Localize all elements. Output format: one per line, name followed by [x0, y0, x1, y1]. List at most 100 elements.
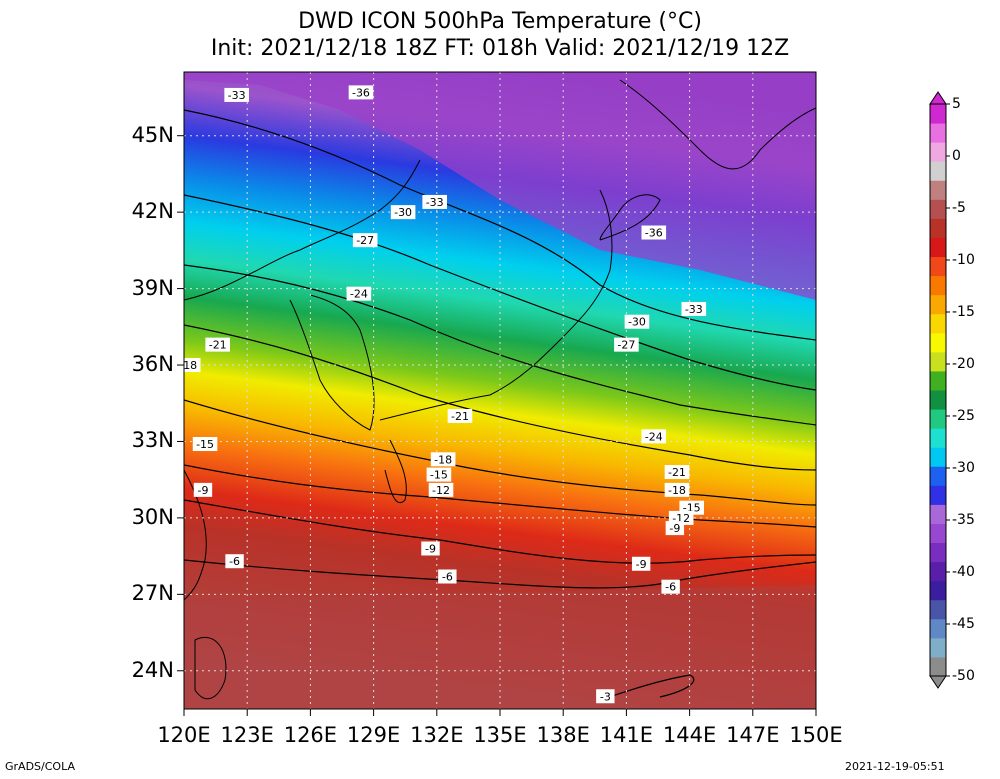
contour-label: -15: [196, 438, 214, 451]
contour-label-box: [661, 579, 680, 594]
contour-label-box: [631, 556, 651, 571]
lon-label: 129E: [346, 723, 401, 747]
colorbar-label: -10: [952, 252, 975, 268]
contour-label-box: [390, 205, 416, 220]
contour-label-box: [681, 301, 707, 316]
colorbar-label: -50: [952, 668, 975, 684]
lon-label: 138E: [536, 723, 590, 747]
contour-label: -18: [668, 484, 686, 497]
warm-pool-shading: [184, 585, 816, 709]
contour-label: -9: [197, 484, 208, 497]
colorbar-segment: [930, 142, 946, 162]
colorbar-label: -20: [952, 356, 975, 372]
lon-label: 132E: [410, 723, 464, 747]
map-plot-area: -33 -36-30-33-27-36-24-33-30-21 -27-18-21-…: [179, 72, 816, 709]
contour-label-box: [426, 467, 452, 482]
lon-label: 126E: [283, 723, 338, 747]
colorbar-segment: [930, 218, 946, 238]
colorbar-segment: [930, 199, 946, 219]
contour-label-box: [193, 482, 213, 497]
contour-label-box: [641, 225, 667, 240]
contour-label-box: [447, 408, 473, 423]
contour-label-box: [664, 482, 690, 497]
lon-label: 135E: [473, 723, 527, 747]
contour-label: -18: [179, 359, 197, 372]
contour-label-box: [225, 554, 244, 569]
lon-label: 141E: [599, 723, 654, 747]
contour-label: -6: [229, 555, 240, 568]
lat-label: 45N: [131, 122, 174, 147]
contour-label: -36: [352, 86, 370, 99]
lat-label: 36N: [131, 352, 174, 377]
contour-label-box: [352, 233, 378, 248]
colorbar-frame: [929, 103, 947, 677]
colorbar-min-arrow: [929, 675, 947, 689]
lon-label: 144E: [662, 723, 717, 747]
colorbar-segment: [930, 351, 946, 372]
contour-label-box: [641, 429, 667, 444]
lat-label: 42N: [131, 199, 174, 224]
contour-label: -33: [685, 303, 703, 316]
footer-credit: GrADS/COLA: [5, 760, 75, 773]
contour-label: -30: [394, 206, 412, 219]
coastlines: [184, 79, 816, 700]
colorbar-segment: [930, 294, 946, 315]
contour-label: -21: [209, 339, 227, 352]
contour-label: -6: [665, 581, 676, 594]
contour-label-box: [428, 482, 454, 497]
contour-label: -30: [628, 316, 646, 329]
contour-label-box: [614, 337, 639, 352]
lon-label: 147E: [726, 723, 780, 747]
colorbar-segment: [930, 370, 946, 391]
colorbar-segment: [930, 161, 946, 181]
contour-label: -36: [645, 227, 663, 240]
contour-label-box: [665, 521, 685, 536]
lon-label: 150E: [789, 723, 843, 747]
lat-label: 30N: [131, 504, 174, 529]
lat-label: 27N: [131, 581, 174, 606]
colorbar-label: -45: [952, 616, 975, 632]
contour-label-box: [224, 87, 249, 102]
colorbar-label: 0: [952, 148, 961, 164]
contour-label-box: [664, 465, 690, 480]
isotherm-lines: [184, 109, 816, 701]
colorbar-segment: [930, 104, 946, 124]
contour-label-box: [346, 286, 372, 301]
contour-label: -12: [432, 484, 450, 497]
contour-label-box: [184, 358, 201, 373]
contour-label: -18: [434, 453, 452, 466]
contour-label-box: [596, 689, 615, 704]
contour-label: -33: [426, 196, 444, 209]
colorbar-segment: [930, 180, 946, 200]
colorbar-segment: [930, 561, 946, 582]
contour-label: -24: [645, 430, 663, 443]
colorbar-segment: [930, 256, 946, 277]
graticule: [184, 72, 816, 709]
colorbar-label: -25: [952, 408, 975, 424]
colorbar-segment: [930, 123, 946, 143]
colorbar-label: -30: [952, 460, 975, 476]
map-title-line2: Init: 2021/12/18 18Z FT: 018h Valid: 202…: [210, 36, 790, 61]
lat-label: 39N: [131, 275, 174, 300]
contour-label: -9: [425, 542, 436, 555]
colorbar-segment: [930, 409, 946, 429]
colorbar-segment: [930, 618, 946, 639]
colorbar-segment: [930, 504, 946, 524]
map-title-line1: DWD ICON 500hPa Temperature (°C): [298, 9, 702, 34]
contour-label-box: [192, 437, 218, 452]
colorbar-label: -35: [952, 512, 975, 528]
colorbar-label: 5: [952, 96, 961, 112]
colorbar: [929, 91, 950, 689]
colorbar-segment: [930, 656, 946, 677]
contour-label: -9: [636, 558, 647, 571]
lon-label: 120E: [157, 723, 211, 747]
contour-label-box: [421, 541, 440, 556]
contour-label-box: [438, 569, 457, 584]
contour-labels: -33 -36-30-33-27-36-24-33-30-21 -27-18-21-…: [179, 85, 707, 704]
lat-label: 33N: [131, 428, 174, 453]
contour-label: -27: [356, 234, 374, 247]
colorbar-segment: [930, 599, 946, 620]
colorbar-segment: [930, 428, 946, 448]
colorbar-label: -5: [952, 200, 966, 216]
contour-label: -6: [442, 571, 453, 584]
